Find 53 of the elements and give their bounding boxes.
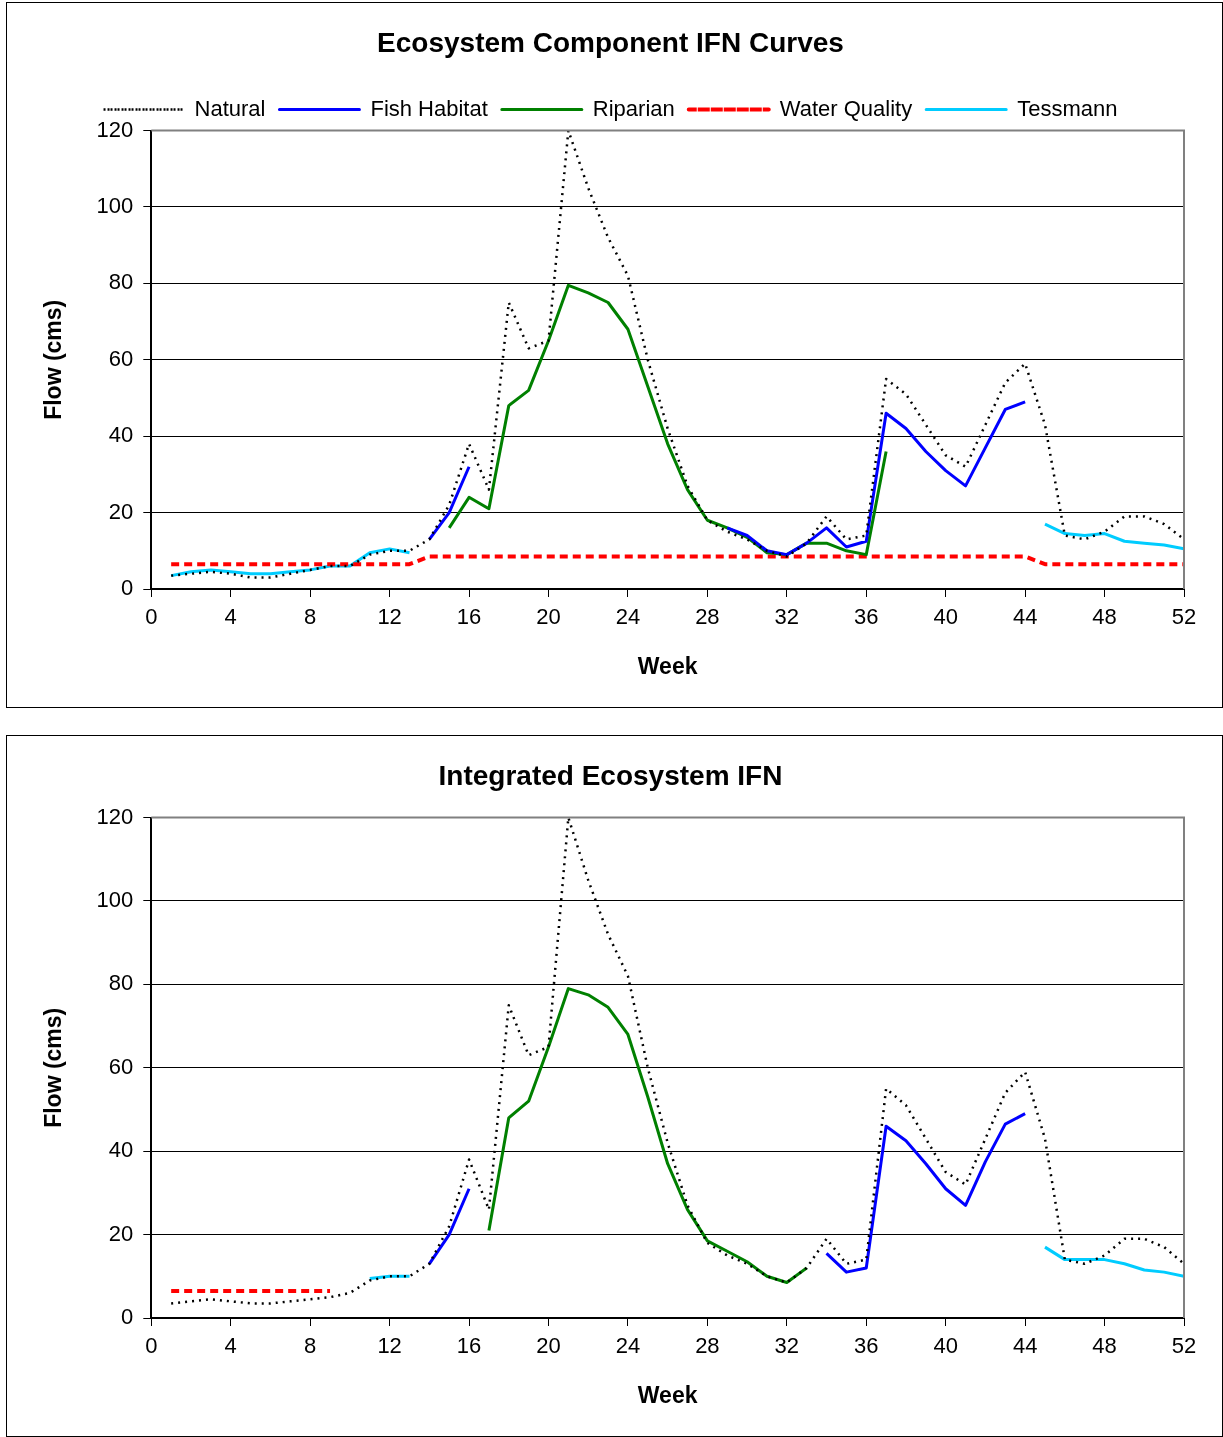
legend-label: Fish Habitat [370,95,488,121]
x-tick-label: 52 [1171,604,1197,630]
x-tick-label: 40 [933,604,958,630]
x-tick-label: 32 [774,604,800,630]
x-tick-label: 16 [456,1333,482,1359]
y-tick-label: 120 [96,116,134,142]
x-tick-label: 44 [1012,604,1038,630]
y-tick-label: 0 [121,1304,134,1330]
x-tick-label: 28 [695,1333,720,1359]
x-tick-label: 8 [304,604,317,630]
x-tick-label: 0 [145,604,158,630]
y-tick-label: 60 [108,345,134,371]
x-tick-label: 20 [536,604,561,630]
y-tick-label: 100 [96,193,134,219]
legend-label: Natural [194,95,266,121]
chart-title: Integrated Ecosystem IFN [438,759,783,791]
x-tick-label: 44 [1012,1333,1038,1359]
legend-label: Riparian [592,95,675,121]
x-axis-title: Week [637,1381,698,1408]
y-tick-label: 40 [108,1137,134,1163]
x-tick-label: 36 [854,1333,879,1359]
x-tick-label: 24 [615,1333,641,1359]
chart-title: Ecosystem Component IFN Curves [377,26,844,58]
x-tick-label: 4 [224,604,237,630]
y-tick-label: 80 [108,269,134,295]
y-axis-title: Flow (cms) [40,299,67,420]
x-tick-label: 16 [456,604,482,630]
x-tick-label: 48 [1092,1333,1117,1359]
x-tick-label: 40 [933,1333,958,1359]
y-tick-label: 40 [108,422,134,448]
x-tick-label: 24 [615,604,641,630]
y-tick-label: 80 [108,970,134,996]
x-tick-label: 12 [377,604,402,630]
x-tick-label: 20 [536,1333,561,1359]
x-tick-label: 32 [774,1333,800,1359]
y-tick-label: 120 [96,803,134,829]
x-tick-label: 36 [854,604,879,630]
y-tick-label: 0 [121,575,134,601]
y-tick-label: 20 [108,498,134,524]
x-tick-label: 0 [145,1333,158,1359]
x-tick-label: 12 [377,1333,402,1359]
legend-label: Tessmann [1017,95,1118,121]
y-axis-title: Flow (cms) [40,1007,67,1128]
x-tick-label: 28 [695,604,720,630]
x-tick-label: 8 [304,1333,317,1359]
y-tick-label: 20 [108,1220,134,1246]
legend-label: Water Quality [779,95,913,121]
x-axis-title: Week [637,652,698,679]
x-tick-label: 52 [1171,1333,1197,1359]
x-tick-label: 4 [224,1333,237,1359]
y-tick-label: 100 [96,887,134,913]
y-tick-label: 60 [108,1053,134,1079]
x-tick-label: 48 [1092,604,1117,630]
